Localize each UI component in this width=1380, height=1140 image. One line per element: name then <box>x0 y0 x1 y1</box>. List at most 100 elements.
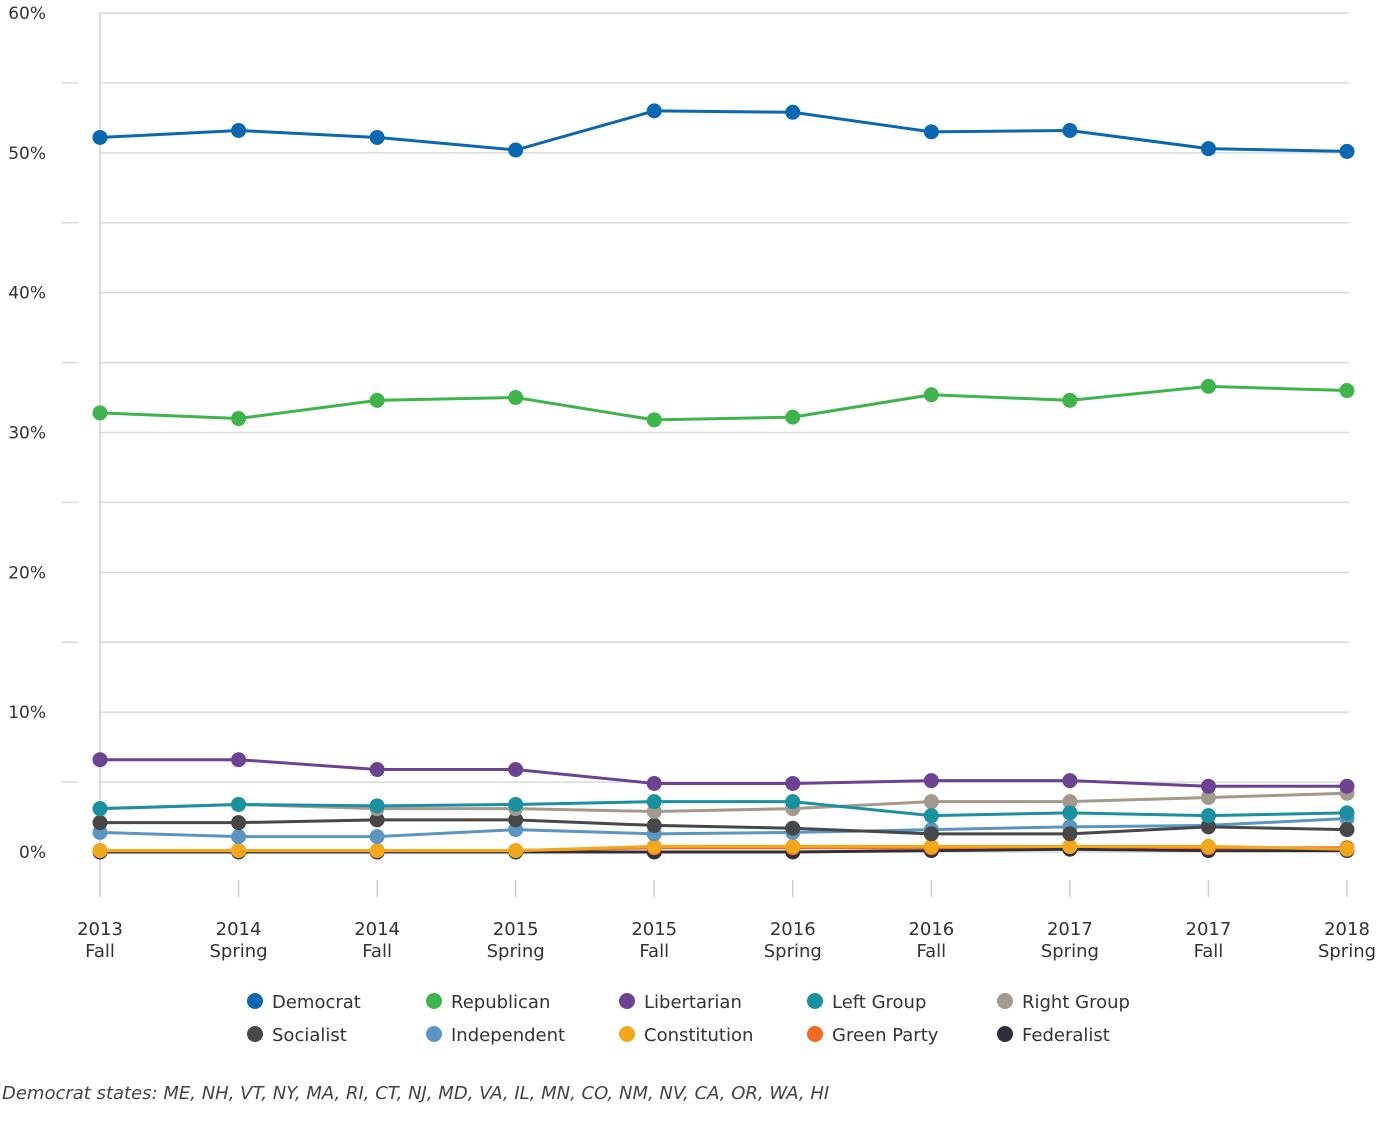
data-point <box>369 798 385 814</box>
data-point <box>92 752 108 768</box>
data-point <box>1339 805 1355 821</box>
x-tick-label: 2016 <box>770 919 816 940</box>
legend-marker <box>426 993 442 1009</box>
data-point <box>92 801 108 817</box>
data-point <box>923 794 939 810</box>
data-point <box>92 129 108 145</box>
x-tick-label: Fall <box>85 941 115 962</box>
data-point <box>1062 794 1078 810</box>
x-tick-label: 2017 <box>1186 919 1232 940</box>
data-point <box>508 796 524 812</box>
data-point <box>92 843 108 859</box>
legend-label: Libertarian <box>644 992 742 1013</box>
data-point <box>923 826 939 842</box>
series-line-independent <box>99 816 1348 839</box>
data-point <box>646 838 662 854</box>
x-tick-label: Fall <box>1194 941 1224 962</box>
data-point <box>923 808 939 824</box>
data-point <box>369 843 385 859</box>
data-point <box>1200 789 1216 805</box>
x-tick-label: 2017 <box>1047 919 1093 940</box>
data-point <box>508 843 524 859</box>
data-point <box>1062 826 1078 842</box>
data-point <box>785 775 801 791</box>
data-point <box>646 103 662 119</box>
legend-marker <box>807 993 823 1009</box>
data-point <box>1200 838 1216 854</box>
legend-label: Democrat <box>272 992 361 1013</box>
data-point <box>923 387 939 403</box>
y-tick-label: 30% <box>8 424 46 444</box>
data-point <box>1339 778 1355 794</box>
y-tick-label: 0% <box>19 843 46 863</box>
data-point <box>508 142 524 158</box>
x-tick-label: 2015 <box>493 919 539 940</box>
series-line-constitution <box>100 844 1348 853</box>
data-point <box>508 761 524 777</box>
data-point <box>785 794 801 810</box>
legend-label: Socialist <box>272 1025 347 1046</box>
legend-marker <box>247 1026 263 1042</box>
data-point <box>1062 773 1078 789</box>
data-point <box>646 412 662 428</box>
series-line-democrat <box>99 109 1348 153</box>
data-point <box>231 843 247 859</box>
x-tick-label: 2013 <box>77 919 123 940</box>
x-tick-label: Fall <box>362 941 392 962</box>
x-tick-label: 2014 <box>354 919 400 940</box>
y-tick-label: 40% <box>8 284 46 304</box>
x-tick-label: Spring <box>1041 941 1099 962</box>
legend-label: Green Party <box>832 1025 939 1046</box>
data-point <box>231 122 247 138</box>
x-tick-label: Spring <box>764 941 822 962</box>
legend-label: Constitution <box>644 1025 753 1046</box>
data-point <box>785 104 801 120</box>
data-point <box>1200 819 1216 835</box>
data-point <box>92 405 108 421</box>
data-point <box>1200 808 1216 824</box>
data-point <box>1200 141 1216 157</box>
data-point <box>923 124 939 140</box>
x-tick-label: 2014 <box>216 919 262 940</box>
data-point <box>1062 838 1078 854</box>
legend-label: Left Group <box>832 992 926 1013</box>
y-tick-label: 20% <box>8 563 46 583</box>
legend-label: Federalist <box>1022 1025 1110 1046</box>
data-point <box>646 817 662 833</box>
data-point <box>785 820 801 836</box>
data-point <box>1062 122 1078 138</box>
legend-label: Independent <box>451 1025 565 1046</box>
data-point <box>1062 805 1078 821</box>
data-point <box>369 761 385 777</box>
x-tick-label: Spring <box>487 941 545 962</box>
data-point <box>785 409 801 425</box>
data-point <box>1339 383 1355 399</box>
y-tick-label: 10% <box>8 703 46 723</box>
x-tick-label: Spring <box>1318 941 1376 962</box>
x-tick-label: Fall <box>639 941 669 962</box>
legend-marker <box>807 1026 823 1042</box>
y-tick-label: 50% <box>8 144 46 164</box>
data-point <box>92 815 108 831</box>
data-point <box>369 129 385 145</box>
legend-marker <box>619 1026 635 1042</box>
data-point <box>508 812 524 828</box>
data-point <box>231 411 247 427</box>
series-line-republican <box>99 384 1348 422</box>
data-point <box>369 812 385 828</box>
footnote: Democrat states: ME, NH, VT, NY, MA, RI,… <box>2 1083 830 1104</box>
data-point <box>646 794 662 810</box>
data-point <box>231 815 247 831</box>
legend-label: Republican <box>451 992 550 1013</box>
x-tick-label: Fall <box>916 941 946 962</box>
series-line-libertarian <box>100 758 1347 788</box>
series-line-left-group <box>99 800 1348 818</box>
legend-marker <box>619 993 635 1009</box>
data-point <box>231 829 247 845</box>
data-point <box>646 775 662 791</box>
x-tick-label: 2015 <box>631 919 677 940</box>
data-point <box>923 773 939 789</box>
y-tick-label: 60% <box>8 4 46 24</box>
data-point <box>1339 143 1355 159</box>
data-point <box>231 752 247 768</box>
